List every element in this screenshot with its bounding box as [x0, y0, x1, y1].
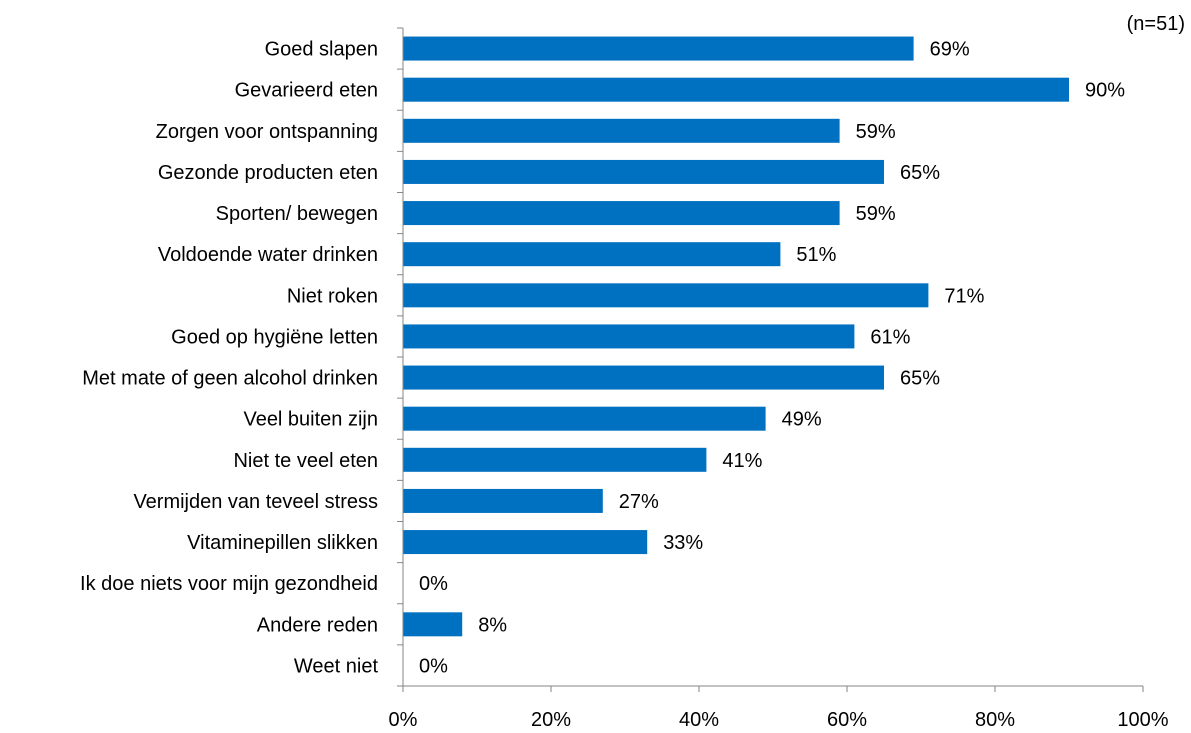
bar-1 [403, 36, 914, 61]
value-label-10: 49% [782, 409, 822, 431]
category-label-7: Niet roken [287, 285, 378, 307]
category-label-15: Andere reden [257, 614, 378, 636]
category-label-16: Weet niet [294, 655, 379, 677]
bar-4 [403, 159, 884, 184]
category-label-2: Gevarieerd eten [235, 80, 378, 102]
x-axis-ticks: 0% 20% 40% 60% 80% 100% [389, 686, 1169, 731]
category-label-14: Ik doe niets voor mijn gezondheid [80, 573, 378, 595]
x-tick-label: 100% [1117, 709, 1168, 731]
category-label-5: Sporten/ bewegen [216, 203, 378, 225]
category-label-13: Vitaminepillen slikken [187, 532, 378, 554]
x-tick-label: 60% [827, 709, 867, 731]
x-tick-label: 80% [975, 709, 1015, 731]
category-label-6: Voldoende water drinken [158, 244, 378, 266]
value-label-4: 65% [900, 162, 940, 184]
value-label-8: 61% [870, 326, 910, 348]
category-labels: Goed slapen Gevarieerd eten Zorgen voor on… [80, 39, 378, 678]
category-label-9: Met mate of geen alcohol drinken [82, 368, 378, 390]
value-label-11: 41% [722, 450, 762, 472]
category-label-10: Veel buiten zijn [243, 409, 378, 431]
bar-5 [403, 201, 840, 226]
value-label-3: 59% [856, 121, 896, 143]
value-label-1: 69% [930, 39, 970, 61]
bar-15 [403, 612, 463, 637]
value-label-7: 71% [944, 285, 984, 307]
value-label-5: 59% [856, 203, 896, 225]
value-label-2: 90% [1085, 80, 1125, 102]
sample-size-note: (n=51) [1127, 13, 1185, 35]
bar-13 [403, 530, 648, 555]
value-label-9: 65% [900, 368, 940, 390]
bar-2 [403, 77, 1069, 102]
value-label-14: 0% [419, 573, 448, 595]
bar-6 [403, 242, 781, 267]
axes [397, 27, 1143, 687]
x-tick-label: 40% [679, 709, 719, 731]
value-label-15: 8% [478, 614, 507, 636]
x-tick-label: 0% [389, 709, 418, 731]
bar-9 [403, 365, 884, 390]
category-label-3: Zorgen voor ontspanning [156, 121, 378, 143]
category-label-11: Niet te veel eten [233, 450, 378, 472]
x-tick-label: 20% [531, 709, 571, 731]
value-label-12: 27% [619, 491, 659, 513]
bar-11 [403, 447, 707, 472]
bar-7 [403, 283, 929, 308]
category-label-12: Vermijden van teveel stress [133, 491, 378, 513]
bars-group [403, 36, 1069, 637]
bar-10 [403, 406, 766, 431]
value-label-16: 0% [419, 655, 448, 677]
value-label-6: 51% [796, 244, 836, 266]
bar-12 [403, 488, 603, 513]
value-labels: 69%90%59%65%59%51%71%61%65%49%41%27%33%0… [419, 39, 1125, 678]
value-label-13: 33% [663, 532, 703, 554]
bar-8 [403, 324, 855, 349]
category-label-8: Goed op hygiëne letten [171, 326, 378, 348]
bar-3 [403, 118, 840, 143]
category-label-4: Gezonde producten eten [158, 162, 378, 184]
category-label-1: Goed slapen [265, 39, 378, 61]
